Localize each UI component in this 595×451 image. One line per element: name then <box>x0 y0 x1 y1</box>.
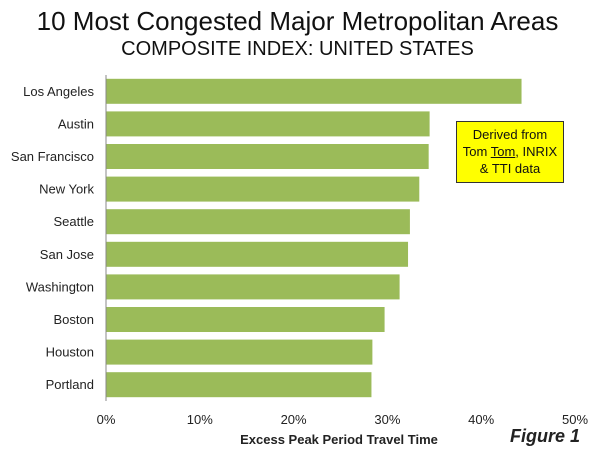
bar-los-angeles <box>106 78 522 104</box>
category-label: Los Angeles <box>23 84 94 99</box>
bars-group <box>106 78 522 398</box>
bar-seattle <box>106 209 410 235</box>
x-tick-label: 0% <box>97 412 116 427</box>
category-label: Houston <box>46 345 94 360</box>
x-tick-label: 10% <box>187 412 213 427</box>
category-label: San Jose <box>40 247 94 262</box>
bar-houston <box>106 339 373 365</box>
annotation-line-2-a: Tom <box>462 144 491 159</box>
category-label: Austin <box>58 116 94 131</box>
category-label: Boston <box>54 312 94 327</box>
bar-boston <box>106 307 385 332</box>
category-label: Seattle <box>54 214 94 229</box>
x-axis-label: Excess Peak Period Travel Time <box>240 432 438 447</box>
chart-title: 10 Most Congested Major Metropolitan Are… <box>36 6 559 36</box>
annotation-line-2-c: , INRIX <box>515 144 558 159</box>
annotation-line-1: Derived from <box>472 127 548 142</box>
x-tick-labels: 0% 10% 20% 30% 40% 50% <box>97 412 589 427</box>
category-labels: Los Angeles Austin San Francisco New York Se… <box>11 84 95 392</box>
annotation-line-2-b: Tom <box>490 144 516 159</box>
source-annotation-box: Derived from Tom Tom, INRIX & TTI data <box>456 121 564 183</box>
bar-new-york <box>106 176 420 202</box>
bar-portland <box>106 372 372 398</box>
category-label: Washington <box>26 279 94 294</box>
annotation-line-2: Tom Tom, INRIX <box>457 143 563 160</box>
annotation-line-3: & TTI data <box>479 161 541 176</box>
chart-subtitle: COMPOSITE INDEX: UNITED STATES <box>121 38 474 60</box>
category-label: San Francisco <box>11 149 94 164</box>
bar-washington <box>106 274 400 300</box>
x-tick-label: 40% <box>468 412 494 427</box>
x-tick-label: 30% <box>374 412 400 427</box>
x-tick-label: 50% <box>562 412 588 427</box>
bar-san-jose <box>106 241 409 267</box>
bar-san-francisco <box>106 144 429 169</box>
x-tick-label: 20% <box>281 412 307 427</box>
category-label: Portland <box>46 377 94 392</box>
category-label: New York <box>39 182 94 197</box>
figure-label: Figure 1 <box>510 426 581 446</box>
bar-austin <box>106 111 430 137</box>
